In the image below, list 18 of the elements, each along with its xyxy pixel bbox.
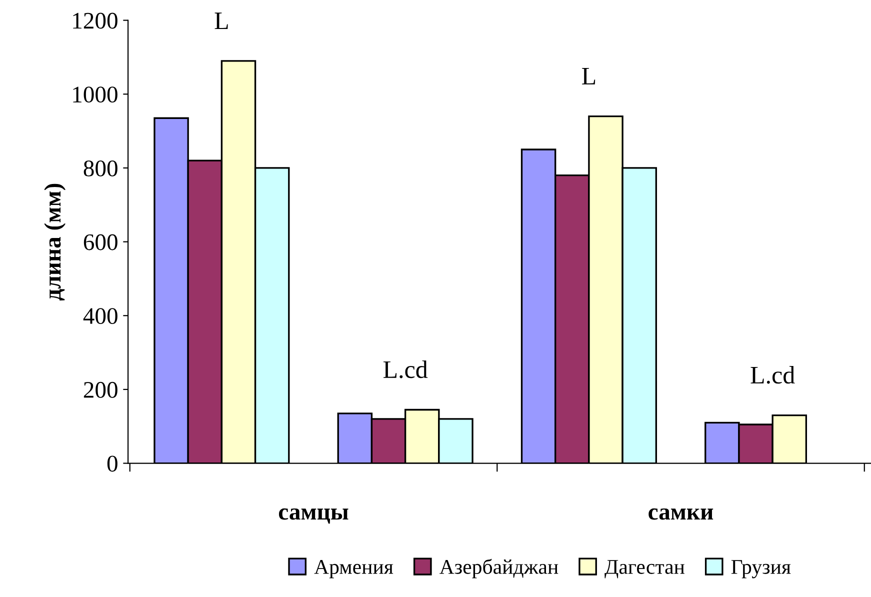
y-tick-label: 0 — [107, 456, 118, 472]
legend-label: Азербайджан — [440, 558, 558, 578]
x-tick-label: L — [214, 12, 228, 29]
y-tick-label: 1000 — [73, 86, 118, 103]
x-tick-label: L — [582, 68, 596, 84]
y-tick-label: 1200 — [73, 12, 118, 29]
text: самки — [648, 508, 714, 520]
y-axis-title: длина (мм) — [44, 184, 66, 300]
legend-label: Армения — [314, 560, 394, 578]
x-tick-label: L.cd — [750, 366, 795, 384]
y-tick-label: 200 — [84, 382, 118, 398]
legend-label: Дагестан — [604, 560, 684, 578]
x-tick-label: L.cd — [383, 360, 428, 378]
y-tick-label: 800 — [84, 160, 118, 176]
y-tick-label: 600 — [84, 234, 118, 250]
y-tick-label: 400 — [83, 308, 118, 324]
legend-label: Грузия — [731, 560, 791, 578]
text: самцы — [278, 508, 348, 524]
